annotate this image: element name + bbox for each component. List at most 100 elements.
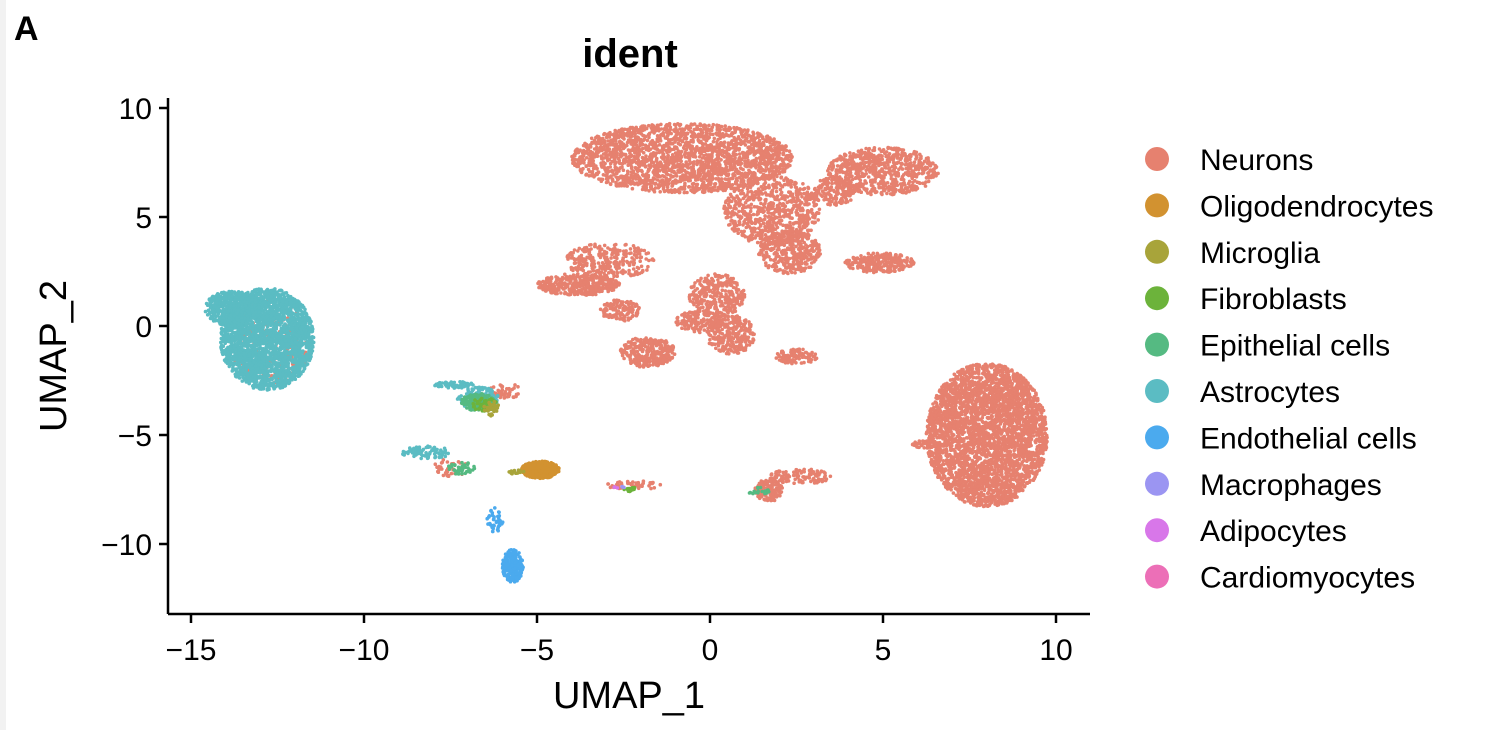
scatter-point — [787, 190, 792, 195]
scatter-point — [640, 187, 645, 192]
scatter-point — [734, 180, 738, 184]
scatter-point — [891, 187, 896, 192]
scatter-point — [718, 180, 722, 185]
scatter-point — [722, 186, 727, 190]
scatter-point — [602, 243, 607, 248]
scatter-point — [762, 221, 766, 225]
scatter-point — [863, 150, 867, 155]
scatter-point — [873, 180, 877, 184]
scatter-point — [732, 189, 737, 194]
scatter-point — [816, 211, 821, 215]
scatter-point — [654, 159, 659, 163]
scatter-point — [615, 151, 619, 155]
scatter-point — [753, 195, 757, 200]
scatter-point — [858, 150, 862, 154]
scatter-point — [729, 141, 734, 146]
scatter-point — [753, 217, 758, 222]
scatter-point — [617, 161, 622, 165]
scatter-point — [834, 176, 838, 181]
scatter-point — [731, 145, 735, 150]
scatter-point — [795, 195, 800, 199]
scatter-point — [647, 155, 652, 159]
scatter-point — [619, 155, 623, 159]
scatter-point — [818, 178, 823, 183]
scatter-point — [800, 227, 804, 231]
scatter-point — [612, 255, 617, 260]
scatter-point — [779, 218, 784, 223]
scatter-point — [753, 141, 758, 145]
scatter-point — [905, 186, 909, 190]
scatter-point — [665, 172, 670, 177]
scatter-point — [877, 153, 881, 158]
scatter-point — [639, 132, 644, 136]
scatter-point — [652, 131, 656, 135]
scatter-point — [621, 259, 626, 263]
scatter-point — [851, 191, 856, 195]
scatter-point — [750, 190, 754, 195]
scatter-point — [896, 172, 901, 177]
scatter-point — [912, 160, 917, 164]
scatter-point — [677, 187, 681, 191]
scatter-point — [750, 159, 754, 164]
scatter-point — [635, 167, 640, 171]
scatter-point — [624, 251, 628, 256]
scatter-point — [581, 268, 586, 273]
scatter-point — [763, 201, 767, 206]
scatter-point — [732, 224, 737, 229]
scatter-point — [719, 177, 724, 181]
scatter-point — [614, 167, 619, 171]
scatter-point — [773, 216, 777, 221]
scatter-point — [782, 169, 787, 174]
scatter-point — [733, 219, 737, 224]
scatter-point — [662, 155, 667, 159]
scatter-point — [748, 226, 753, 230]
scatter-point — [886, 163, 890, 167]
scatter-point — [879, 191, 884, 196]
scatter-point — [839, 177, 844, 182]
scatter-point — [578, 156, 582, 161]
scatter-point — [795, 259, 800, 264]
scatter-point — [848, 171, 853, 175]
scatter-point — [732, 162, 736, 167]
scatter-point — [717, 130, 722, 135]
scatter-point — [715, 123, 719, 127]
scatter-point — [786, 208, 790, 212]
scatter-point — [802, 191, 806, 196]
scatter-point — [737, 137, 741, 141]
scatter-point — [766, 152, 770, 157]
scatter-point — [660, 181, 665, 185]
scatter-point — [707, 123, 711, 128]
scatter-point — [741, 196, 746, 201]
scatter-point — [698, 123, 702, 128]
scatter-point — [742, 128, 747, 132]
scatter-point — [594, 276, 599, 280]
scatter-point — [745, 136, 749, 141]
scatter-point — [663, 189, 667, 193]
scatter-point — [627, 129, 631, 133]
scatter-point — [587, 159, 592, 163]
scatter-point — [739, 172, 743, 177]
scatter-point — [628, 135, 633, 139]
scatter-point — [889, 182, 894, 186]
scatter-point — [764, 261, 768, 265]
scatter-point — [771, 165, 775, 170]
scatter-point — [595, 151, 599, 156]
scatter-point — [892, 192, 896, 196]
scatter-point — [573, 266, 578, 270]
scatter-point — [700, 129, 704, 133]
scatter-point — [727, 134, 732, 138]
scatter-point — [788, 159, 792, 163]
scatter-point — [690, 182, 695, 186]
scatter-point — [842, 162, 847, 167]
scatter-point — [600, 163, 604, 168]
scatter-point — [630, 186, 635, 191]
scatter-point — [763, 159, 767, 164]
scatter-point — [887, 254, 891, 259]
scatter-point — [719, 158, 723, 162]
scatter-point — [743, 161, 747, 166]
scatter-point — [907, 181, 911, 186]
scatter-point — [676, 162, 680, 167]
scatter-point — [930, 161, 935, 165]
scatter-point — [639, 264, 644, 269]
scatter-point — [770, 201, 775, 205]
